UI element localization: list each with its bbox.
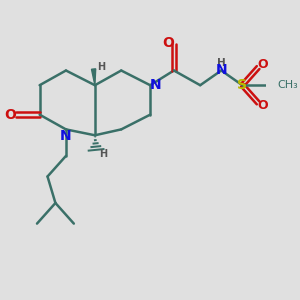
Text: N: N xyxy=(150,78,162,92)
Polygon shape xyxy=(92,69,96,85)
Text: O: O xyxy=(257,58,268,71)
Text: N: N xyxy=(60,129,72,143)
Text: O: O xyxy=(257,99,268,112)
Text: CH₃: CH₃ xyxy=(278,80,298,90)
Text: O: O xyxy=(4,108,16,122)
Text: H: H xyxy=(217,58,226,68)
Text: H: H xyxy=(99,149,107,159)
Text: H: H xyxy=(98,62,106,72)
Text: O: O xyxy=(162,35,174,50)
Text: S: S xyxy=(237,78,247,92)
Text: N: N xyxy=(215,64,227,77)
